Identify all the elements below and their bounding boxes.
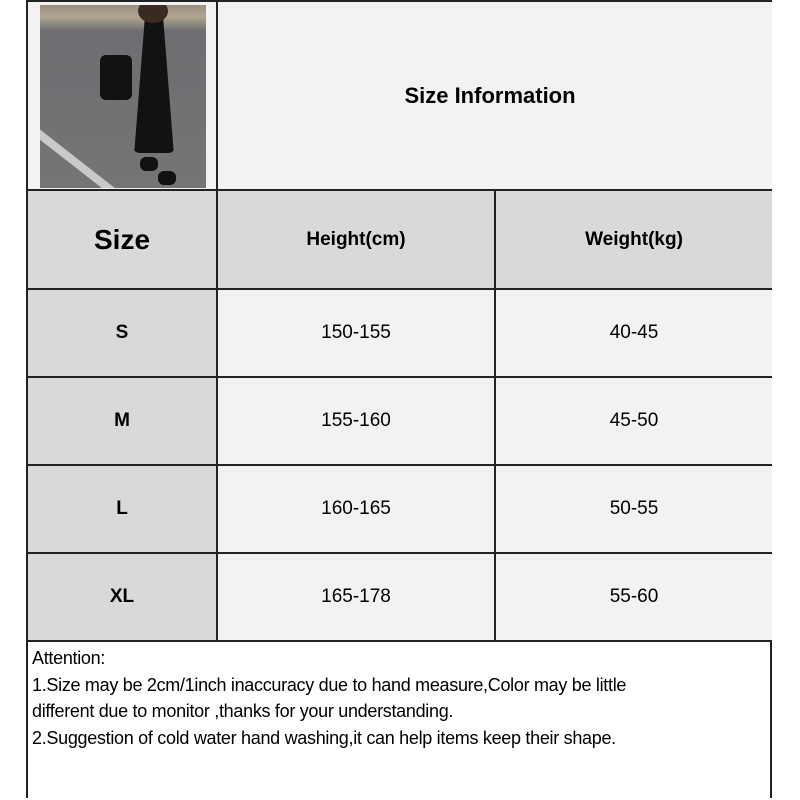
note-1-cont: different due to monitor ,thanks for you…: [32, 701, 454, 721]
height-cell: 155-160: [218, 378, 496, 466]
size-cell-text: M: [114, 410, 130, 431]
size-cell-text: L: [116, 498, 128, 519]
height-cell-text: 160-165: [321, 498, 391, 519]
weight-cell-text: 45-50: [609, 410, 659, 431]
header-height: Height(cm): [218, 191, 496, 290]
header-size: Size: [28, 191, 218, 290]
weight-cell: 40-45: [496, 290, 772, 378]
weight-cell-text: 55-60: [609, 586, 659, 607]
attention-notes: Attention: 1.Size may be 2cm/1inch inacc…: [28, 642, 770, 798]
size-cell: XL: [28, 554, 218, 642]
size-cell-text: XL: [109, 586, 135, 607]
height-cell: 160-165: [218, 466, 496, 554]
weight-cell: 45-50: [496, 378, 772, 466]
height-cell-text: 165-178: [321, 586, 391, 607]
weight-cell: 50-55: [496, 466, 772, 554]
size-cell-text: S: [115, 322, 129, 343]
size-cell: M: [28, 378, 218, 466]
note-2: 2.Suggestion of cold water hand washing,…: [32, 727, 616, 748]
height-cell-text: 150-155: [321, 322, 391, 343]
note-1: 1.Size may be 2cm/1inch inaccuracy due t…: [32, 674, 627, 695]
header-weight: Weight(kg): [496, 191, 772, 290]
height-cell: 150-155: [218, 290, 496, 378]
product-photo-cell: [28, 2, 218, 191]
notes-heading: Attention:: [32, 648, 106, 668]
size-cell: L: [28, 466, 218, 554]
size-cell: S: [28, 290, 218, 378]
weight-cell-text: 40-45: [609, 322, 659, 343]
title-cell: Size Information: [218, 2, 772, 191]
size-chart-table: Size Information Size Height(cm) Weight(…: [26, 0, 772, 798]
height-cell: 165-178: [218, 554, 496, 642]
product-photo: [40, 5, 206, 188]
weight-cell: 55-60: [496, 554, 772, 642]
height-cell-text: 155-160: [321, 410, 391, 431]
weight-cell-text: 50-55: [609, 498, 659, 519]
page-title: Size Information: [404, 82, 576, 108]
